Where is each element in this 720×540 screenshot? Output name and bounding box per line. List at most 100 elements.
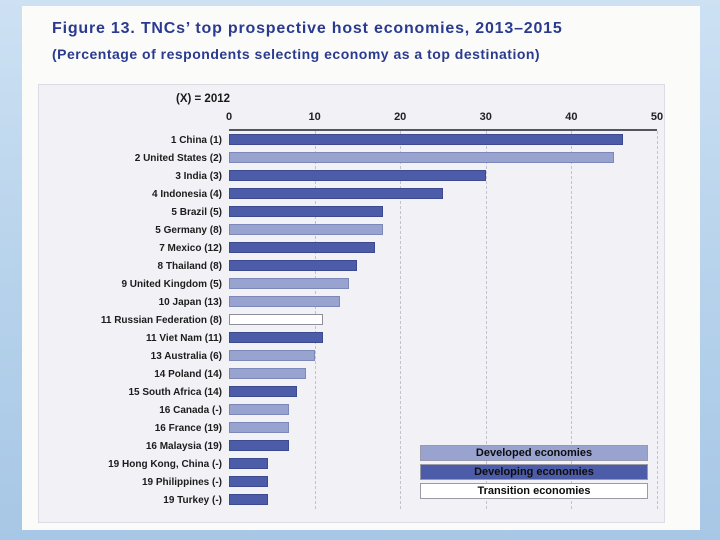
bar-row: 11 Russian Federation (8)	[39, 311, 666, 329]
bar-track	[229, 419, 657, 437]
bar	[229, 296, 341, 307]
bar-track	[229, 185, 657, 203]
bar-row: 5 Germany (8)	[39, 221, 666, 239]
bar-label: 11 Viet Nam (11)	[146, 332, 222, 344]
bar-row: 8 Thailand (8)	[39, 257, 666, 275]
legend-item: Developing economies	[420, 464, 648, 480]
x-axis-tick-labels: 0 10 20 30 40 50	[225, 111, 663, 125]
bar-row: 1 China (1)	[39, 131, 666, 149]
bar	[229, 494, 268, 505]
bar-label: 16 Canada (-)	[159, 404, 222, 416]
bar-label: 7 Mexico (12)	[159, 242, 222, 254]
bar-track	[229, 401, 657, 419]
bar-row: 19 Philippines (-)	[39, 473, 666, 491]
bar-track	[229, 149, 657, 167]
legend-item: Transition economies	[420, 483, 648, 499]
gridline	[571, 131, 573, 509]
bar-label: 16 France (19)	[154, 422, 222, 434]
bar-row: 10 Japan (13)	[39, 293, 666, 311]
bar-label: 15 South Africa (14)	[128, 386, 222, 398]
bar-label: 16 Malaysia (19)	[145, 440, 222, 452]
bar-row: 9 United Kingdom (5)	[39, 275, 666, 293]
bar-label: 1 China (1)	[170, 134, 222, 146]
x-tick-label: 30	[479, 111, 492, 123]
bar-label: 13 Australia (6)	[150, 350, 222, 362]
bar-row: 2 United States (2)	[39, 149, 666, 167]
bar	[229, 332, 324, 343]
bar-label: 2 United States (2)	[134, 152, 222, 164]
bar-track	[229, 455, 657, 473]
bar	[229, 278, 349, 289]
bar-label: 14 Poland (14)	[154, 368, 222, 380]
bar-label: 19 Hong Kong, China (-)	[108, 458, 222, 470]
bar	[229, 422, 289, 433]
bar	[229, 206, 384, 217]
bar-track	[229, 131, 657, 149]
chart-note: (X) = 2012	[176, 93, 231, 105]
x-tick-label: 50	[650, 111, 664, 123]
bar-track	[229, 473, 657, 491]
bar-label: 8 Thailand (8)	[157, 260, 222, 272]
bar-row: 4 Indonesia (4)	[39, 185, 666, 203]
bar-row: 7 Mexico (12)	[39, 239, 666, 257]
x-tick-label: 0	[225, 111, 233, 123]
bar-row: 13 Australia (6)	[39, 347, 666, 365]
bar-track	[229, 311, 657, 329]
bar-track	[229, 203, 657, 221]
bar-label: 19 Turkey (-)	[163, 494, 222, 506]
figure-subtitle: (Percentage of respondents selecting eco…	[52, 46, 541, 62]
bar-track	[229, 347, 657, 365]
bar-track	[229, 329, 657, 347]
bar-track	[229, 167, 657, 185]
bar-row: 14 Poland (14)	[39, 365, 666, 383]
bar-label: 4 Indonesia (4)	[151, 188, 222, 200]
bar	[229, 224, 384, 235]
legend: Developed economies Developing economies T…	[420, 445, 648, 502]
bar	[229, 404, 289, 415]
bar-row: 16 Malaysia (19)	[39, 437, 666, 455]
bar-label: 11 Russian Federation (8)	[100, 314, 222, 326]
bar-track	[229, 221, 657, 239]
bar-track	[229, 293, 657, 311]
bar-track	[229, 257, 657, 275]
legend-item: Developed economies	[420, 445, 648, 461]
bar	[229, 260, 358, 271]
bar-row: 3 India (3)	[39, 167, 666, 185]
bar	[229, 458, 268, 469]
gridline	[400, 131, 402, 509]
gridline	[657, 131, 658, 509]
bar-label: 10 Japan (13)	[158, 296, 222, 308]
bar	[229, 368, 307, 379]
bar-label: 19 Philippines (-)	[141, 476, 222, 488]
bar-track	[229, 365, 657, 383]
bar-track	[229, 491, 657, 509]
bar-rows: 1 China (1) 2 United States (2) 3 India (3…	[39, 131, 666, 509]
bar-label: 5 Germany (8)	[155, 224, 222, 236]
bar-track	[229, 383, 657, 401]
bar-row: 15 South Africa (14)	[39, 383, 666, 401]
bar-track	[229, 239, 657, 257]
bar-row: 11 Viet Nam (11)	[39, 329, 666, 347]
bar	[229, 350, 315, 361]
chart-panel: (X) = 2012 0 10 20 30 40 50 1 China (1) 2 Unit…	[38, 84, 665, 523]
gridline	[485, 131, 487, 509]
figure-title: Figure 13. TNCs’ top prospective host ec…	[52, 20, 563, 37]
bar-track	[229, 275, 657, 293]
bar	[229, 314, 324, 325]
bar	[229, 188, 443, 199]
bar	[229, 386, 298, 397]
x-axis-line	[229, 129, 657, 131]
x-tick-label: 40	[565, 111, 578, 123]
bar	[229, 170, 486, 181]
bar-row: 19 Hong Kong, China (-)	[39, 455, 666, 473]
bar	[229, 242, 375, 253]
bar	[229, 476, 268, 487]
bar	[229, 440, 289, 451]
bar-row: 16 Canada (-)	[39, 401, 666, 419]
bar-row: 19 Turkey (-)	[39, 491, 666, 509]
x-tick-label: 20	[394, 111, 407, 123]
bar	[229, 152, 615, 163]
bar-row: 5 Brazil (5)	[39, 203, 666, 221]
bar-row: 16 France (19)	[39, 419, 666, 437]
x-tick-label: 10	[308, 111, 321, 123]
